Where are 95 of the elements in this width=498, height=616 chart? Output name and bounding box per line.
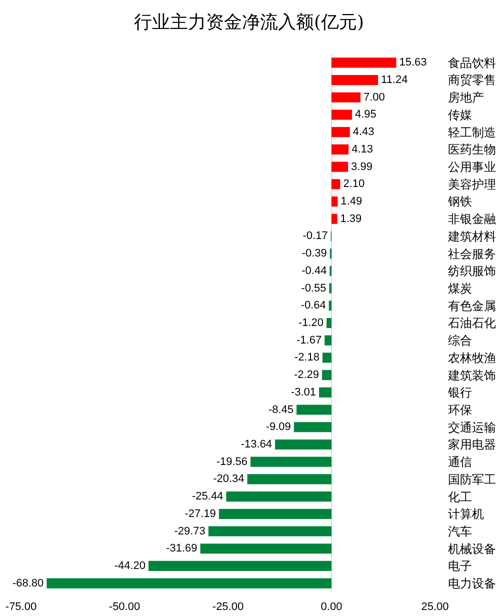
bar (226, 492, 332, 502)
bar (326, 318, 332, 328)
y-tick-label: 有色金属 (448, 298, 496, 313)
bar (319, 387, 332, 398)
data-label: -13.64 (240, 438, 272, 450)
data-label: -27.19 (184, 508, 216, 520)
data-label: -19.56 (216, 456, 248, 468)
bar (332, 127, 350, 138)
bar (332, 75, 378, 86)
data-label: -25.44 (192, 490, 224, 503)
data-label: 2.10 (343, 178, 365, 190)
y-tick-label: 非银金融 (448, 212, 496, 226)
data-label: -0.39 (302, 248, 327, 260)
y-tick-label: 食品饮料 (448, 56, 496, 70)
bar (218, 508, 332, 519)
y-tick-label: 汽车 (448, 524, 472, 538)
bar (208, 526, 332, 536)
data-label: -29.73 (174, 525, 206, 538)
bar (332, 58, 396, 68)
y-tick-label: 公用事业 (448, 160, 496, 174)
y-tick-label: 轻工制造 (448, 125, 496, 140)
y-tick-label: 国防军工 (448, 472, 496, 486)
y-tick-label: 家用电器 (448, 438, 496, 452)
bar (294, 422, 332, 432)
x-tick-label: 25.00 (421, 601, 449, 613)
bar (148, 560, 332, 571)
y-tick-label: 银行 (447, 386, 472, 400)
data-label: 4.13 (352, 143, 374, 156)
data-label: -8.45 (268, 404, 294, 416)
x-tick-label: -50.00 (108, 601, 140, 613)
data-label: -20.34 (213, 473, 244, 486)
data-label: -68.80 (12, 577, 44, 590)
data-label: 1.39 (340, 212, 362, 225)
y-tick-label: 电力设备 (448, 576, 496, 591)
data-label: -44.20 (114, 560, 146, 572)
y-tick-label: 计算机 (448, 507, 484, 522)
y-tick-label: 石油石化 (448, 316, 496, 330)
bar (332, 144, 349, 154)
bar (296, 404, 332, 415)
data-label: 15.63 (399, 56, 427, 69)
y-tick-label: 医药生物 (448, 142, 496, 157)
y-tick-label: 电子 (448, 559, 472, 574)
bar (322, 352, 332, 363)
data-label: -31.69 (166, 542, 198, 555)
y-tick-label: 农林牧渔 (448, 350, 496, 365)
data-label: -0.44 (302, 264, 327, 277)
bar (322, 370, 332, 380)
bar (324, 335, 332, 346)
data-label: -1.20 (298, 317, 324, 329)
y-tick-label: 化工 (448, 490, 472, 504)
bar (328, 300, 332, 311)
data-label: -9.09 (266, 421, 291, 434)
data-label: 7.00 (363, 91, 385, 104)
bar (332, 162, 348, 172)
y-tick-label: 纺织服饰 (448, 264, 496, 278)
bar (46, 578, 332, 588)
data-label: -0.17 (302, 230, 328, 242)
y-tick-label: 综合 (448, 334, 472, 348)
chart-title: 行业主力资金净流入额(亿元) (134, 12, 364, 33)
bar (200, 544, 332, 554)
data-label: -0.64 (300, 300, 326, 312)
data-label: 11.24 (381, 74, 408, 86)
bar (332, 110, 352, 120)
data-label: 4.43 (352, 126, 374, 138)
y-tick-label: 商贸零售 (448, 73, 496, 88)
bar (275, 439, 332, 450)
x-tick-label: -75.00 (5, 601, 37, 613)
y-tick-label: 机械设备 (448, 542, 496, 556)
y-tick-label: 建筑装饰 (447, 368, 496, 382)
y-tick-label: 煤炭 (448, 281, 472, 296)
bar (332, 92, 360, 102)
bar (332, 214, 338, 224)
data-label: -3.01 (290, 386, 316, 398)
y-tick-label: 房地产 (448, 90, 484, 105)
bar (250, 456, 332, 467)
x-tick-label: 0.00 (320, 601, 342, 613)
bar (247, 474, 332, 484)
data-label: -2.18 (294, 352, 320, 364)
data-label: 3.99 (351, 160, 372, 173)
y-tick-label: 环保 (448, 402, 472, 417)
y-tick-label: 美容护理 (448, 177, 496, 192)
bar (332, 196, 338, 207)
y-tick-label: 钢铁 (447, 194, 472, 209)
bar (332, 179, 340, 190)
x-tick-label: -25.00 (212, 601, 244, 613)
data-label: -1.67 (296, 334, 322, 346)
data-label: -2.29 (294, 369, 320, 382)
y-tick-label: 建筑材料 (447, 229, 496, 244)
data-label: 1.49 (340, 196, 362, 208)
data-label: -0.55 (301, 282, 326, 294)
y-tick-label: 社会服务 (448, 246, 496, 261)
y-tick-label: 传媒 (448, 108, 472, 122)
y-tick-label: 通信 (448, 455, 472, 470)
y-tick-label: 交通运输 (448, 420, 496, 434)
data-label: 4.95 (354, 108, 376, 121)
